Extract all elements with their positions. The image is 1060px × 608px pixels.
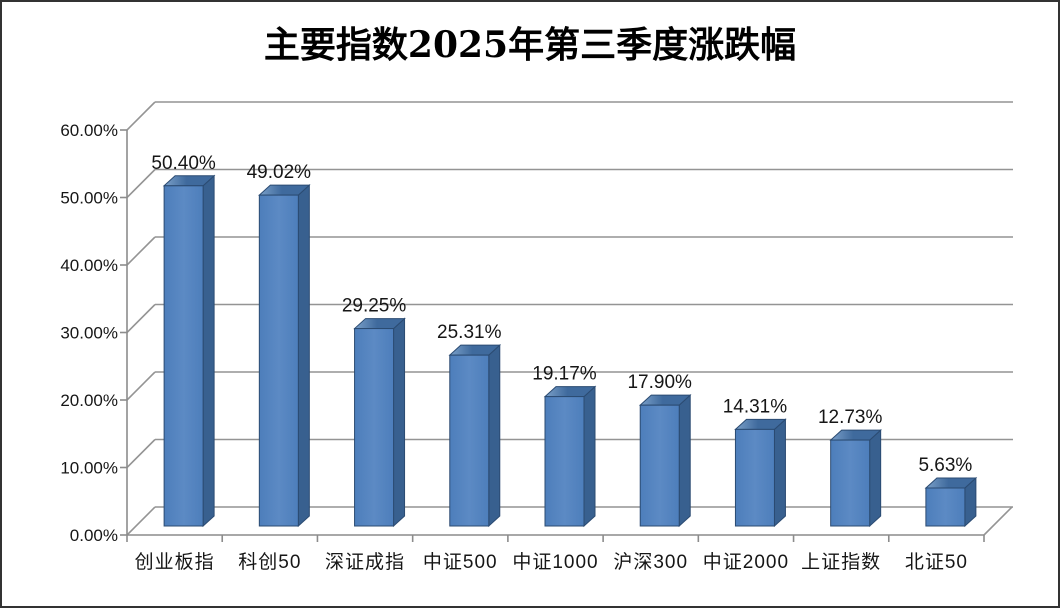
- bar-side-face: [202, 174, 215, 528]
- bar-front-face: [544, 396, 585, 527]
- bar-8: [924, 476, 978, 528]
- bar-front-face: [830, 439, 871, 527]
- bar-front-face: [354, 328, 395, 527]
- bar-data-label: 50.40%: [151, 153, 216, 174]
- bar-front-face: [734, 428, 775, 527]
- depth-connector-line: [126, 236, 156, 266]
- bar-side-face: [869, 428, 882, 528]
- y-axis-label: 20.00%: [60, 391, 118, 410]
- x-axis-label: 深证成指: [325, 551, 405, 573]
- bar-side-face: [678, 394, 691, 528]
- bar-data-label: 5.63%: [918, 455, 972, 476]
- bar-7: [829, 428, 882, 528]
- bar-data-label: 12.73%: [818, 407, 883, 428]
- bar-0: [162, 174, 216, 528]
- x-axis-label: 创业板指: [135, 551, 215, 573]
- x-axis-label: 科创50: [238, 551, 301, 573]
- y-axis-label: 0.00%: [70, 526, 118, 545]
- depth-connector-line: [126, 101, 156, 131]
- bar-data-label: 14.31%: [723, 396, 788, 417]
- chart-title: 主要指数2025年第三季度涨跌幅: [263, 24, 797, 66]
- depth-connector-line: [126, 506, 156, 536]
- x-axis-label: 北证50: [905, 551, 968, 573]
- bar-front-face: [639, 404, 680, 527]
- bar-side-face: [583, 385, 596, 528]
- x-axis-label: 沪深300: [613, 551, 688, 573]
- bar-data-label: 29.25%: [342, 296, 407, 317]
- bar-side-face: [393, 317, 406, 528]
- bar-5: [638, 394, 692, 528]
- bar-front-face: [163, 185, 204, 527]
- bar-6: [734, 418, 787, 528]
- depth-connector-line: [126, 168, 156, 199]
- bar-side-face: [773, 418, 786, 528]
- x-axis-label: 中证500: [423, 551, 498, 573]
- y-axis-label: 10.00%: [60, 459, 118, 478]
- x-axis-label: 上证指数: [801, 551, 881, 573]
- y-axis-label: 30.00%: [60, 324, 118, 343]
- bar-front-face: [925, 487, 966, 527]
- floor-right-edge: [983, 506, 1013, 536]
- bar-front-face: [449, 354, 490, 527]
- depth-connector-line: [126, 371, 156, 401]
- bar-data-label: 49.02%: [247, 162, 312, 183]
- bar-data-label: 25.31%: [437, 322, 502, 343]
- bar-side-face: [488, 344, 501, 528]
- bar-data-label: 17.90%: [627, 372, 692, 393]
- bar-front-face: [258, 194, 299, 527]
- bar-data-label: 19.17%: [532, 364, 597, 385]
- bar-4: [543, 385, 597, 528]
- x-axis-label: 中证2000: [703, 551, 789, 573]
- bar-3: [448, 344, 502, 528]
- depth-connector-line: [126, 438, 156, 469]
- y-axis-label: 60.00%: [60, 121, 118, 140]
- x-axis-label: 中证1000: [512, 551, 598, 573]
- y-axis-label: 50.00%: [60, 189, 118, 208]
- depth-connector-line: [126, 303, 156, 334]
- bar-side-face: [297, 183, 310, 528]
- y-axis-label: 40.00%: [60, 256, 118, 275]
- bar-1: [258, 183, 311, 528]
- bar-2: [353, 317, 406, 528]
